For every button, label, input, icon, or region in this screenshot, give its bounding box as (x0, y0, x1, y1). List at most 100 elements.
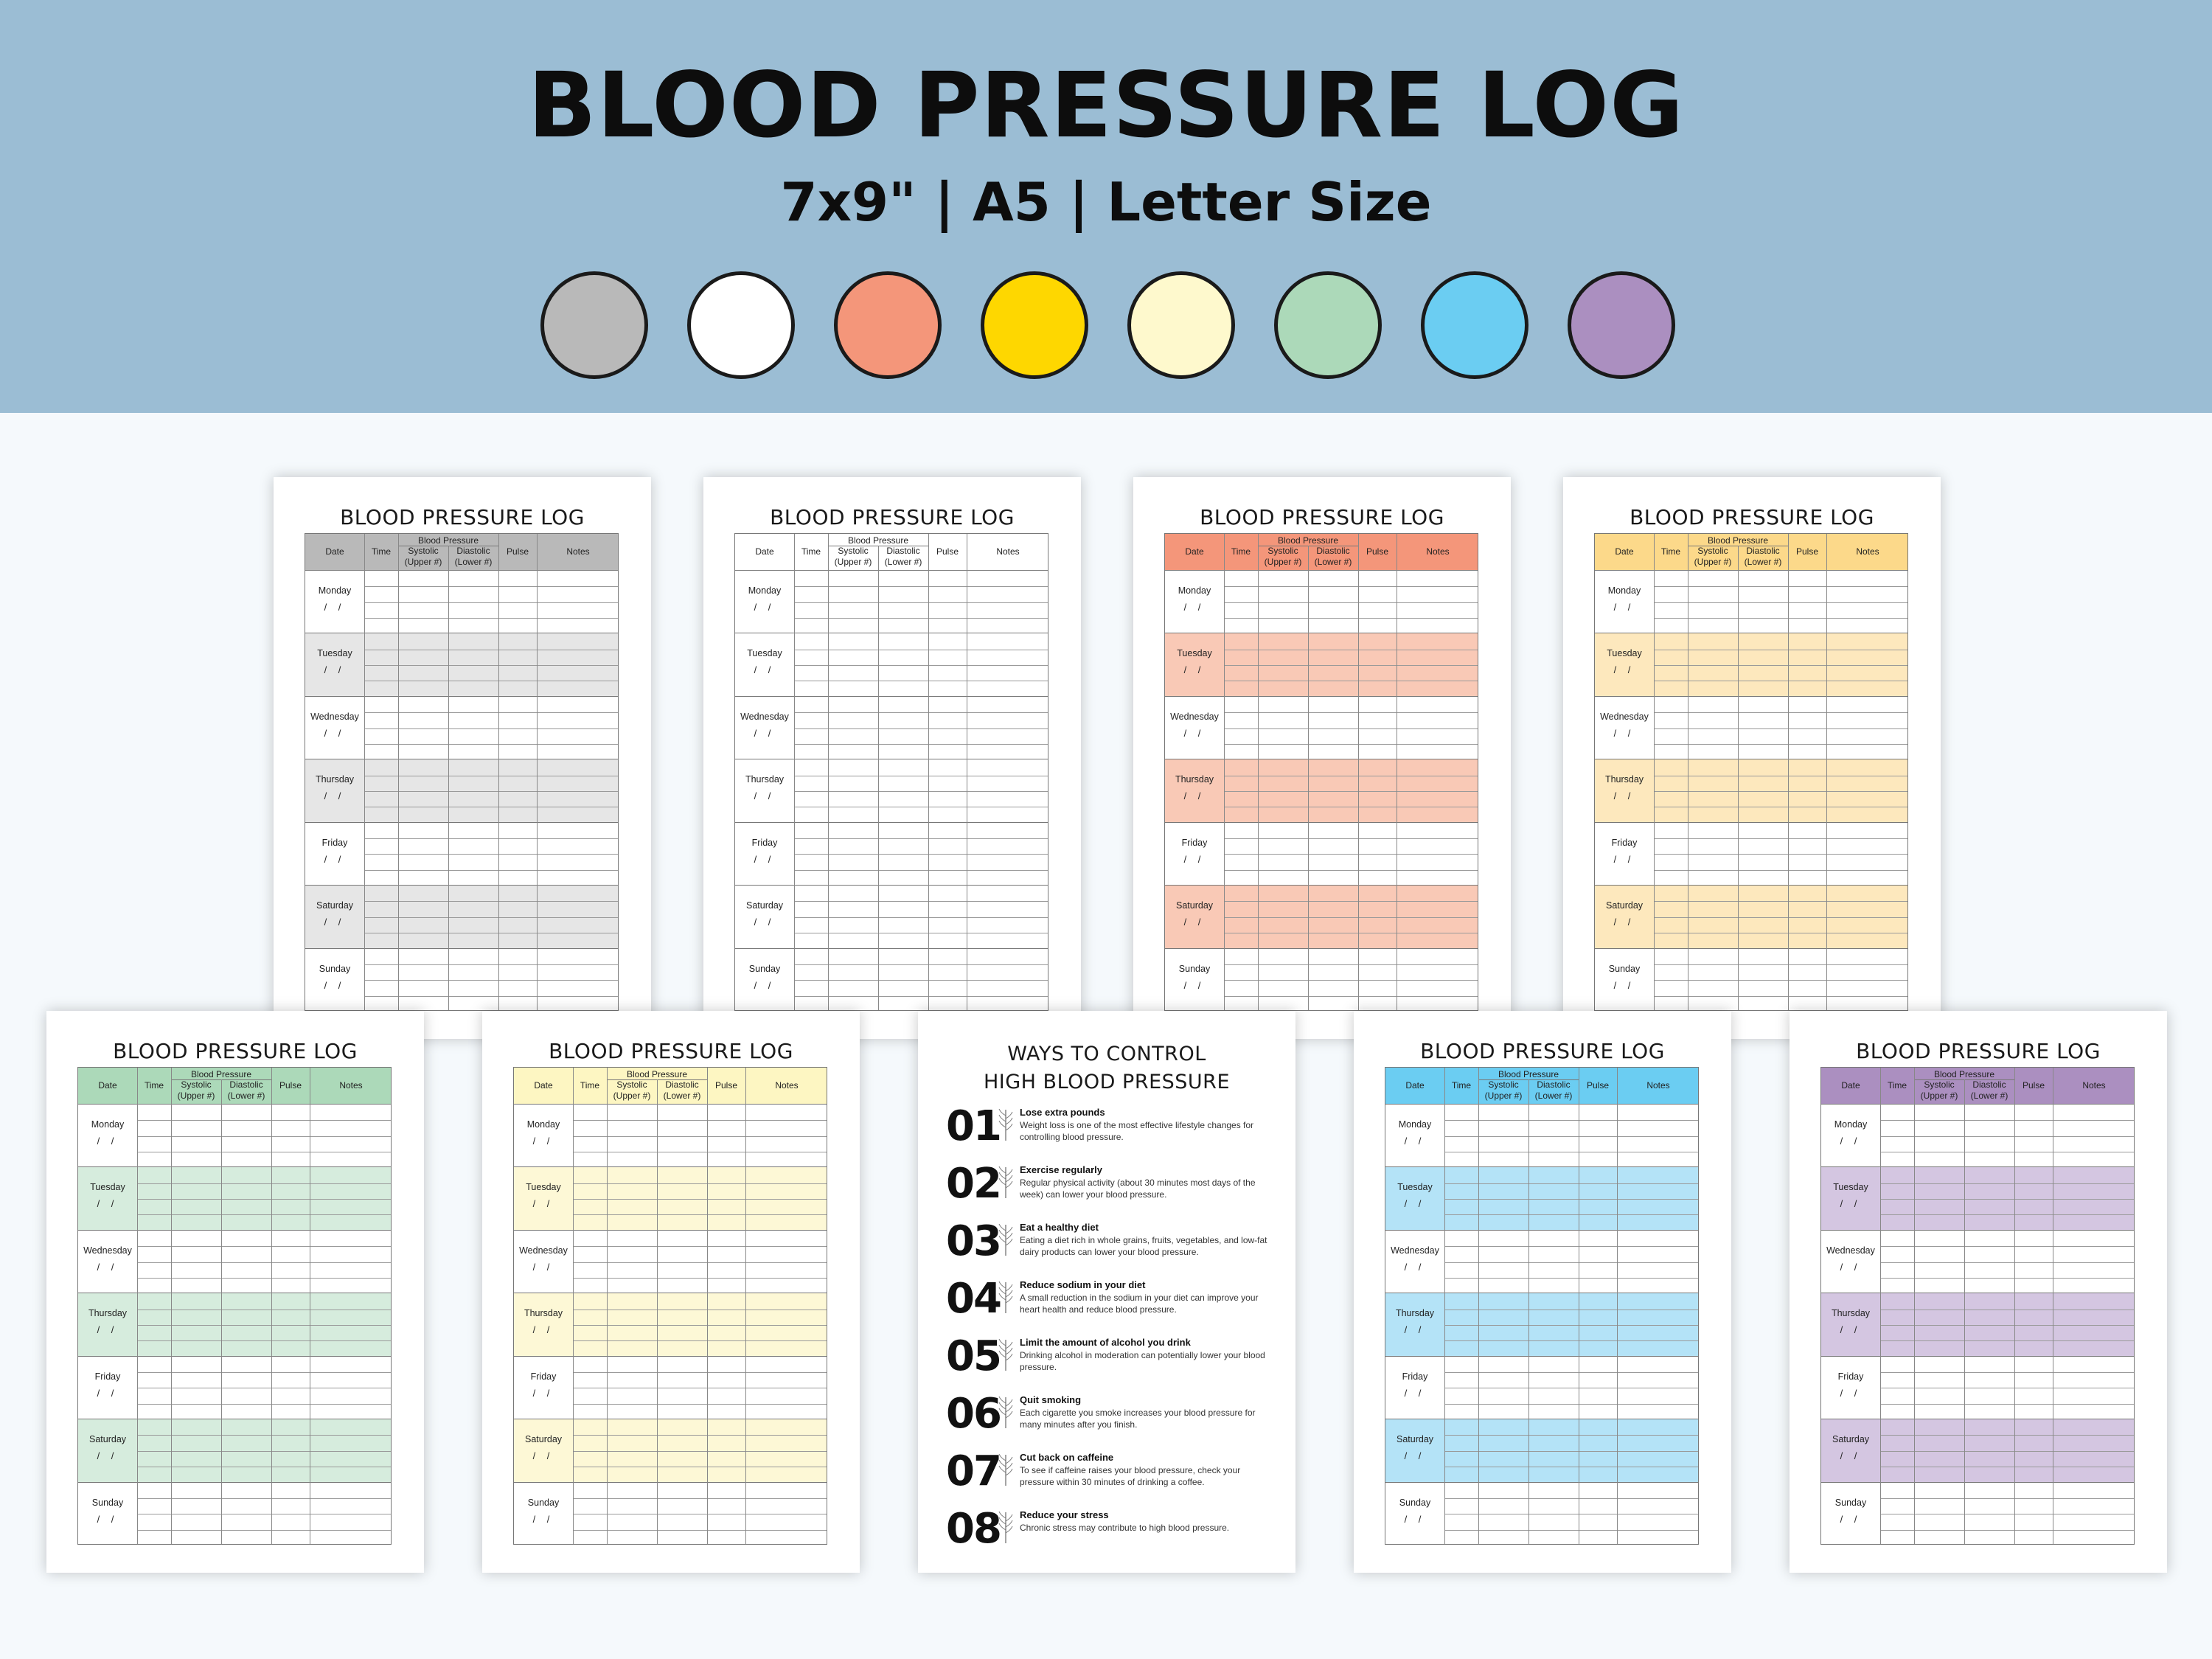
date-placeholder[interactable]: / / (1183, 727, 1206, 739)
date-placeholder[interactable]: / / (1840, 1387, 1862, 1399)
date-placeholder[interactable]: / / (1404, 1261, 1426, 1273)
tips-sheet: WAYS TO CONTROL HIGH BLOOD PRESSURE 01 Lose… (918, 1011, 1295, 1573)
date-placeholder[interactable]: / / (97, 1135, 119, 1147)
date-placeholder[interactable]: / / (1613, 602, 1635, 613)
date-placeholder[interactable]: / / (1613, 790, 1635, 802)
date-placeholder[interactable]: / / (324, 979, 346, 991)
entry-row-line (573, 1403, 827, 1405)
date-placeholder[interactable]: / / (1404, 1198, 1426, 1210)
color-swatch-7[interactable] (1421, 271, 1528, 379)
date-placeholder[interactable]: / / (1183, 917, 1206, 928)
color-swatch-4[interactable] (981, 271, 1088, 379)
date-placeholder[interactable]: / / (532, 1135, 554, 1147)
entry-row-line (137, 1246, 391, 1248)
date-placeholder[interactable]: / / (1840, 1198, 1862, 1210)
column-line (1788, 534, 1789, 1010)
date-placeholder[interactable]: / / (754, 917, 776, 928)
date-placeholder[interactable]: / / (1183, 853, 1206, 865)
date-placeholder[interactable]: / / (532, 1324, 554, 1336)
date-placeholder[interactable]: / / (1183, 664, 1206, 676)
date-placeholder[interactable]: / / (1840, 1324, 1862, 1336)
tip-body: Regular physical activity (about 30 minu… (1020, 1178, 1256, 1200)
log-sheet-green: BLOOD PRESSURE LOG Date Time Blood Pressure… (46, 1011, 424, 1573)
date-placeholder[interactable]: / / (754, 664, 776, 676)
color-swatch-1[interactable] (540, 271, 648, 379)
date-placeholder[interactable]: / / (1840, 1261, 1862, 1273)
date-placeholder[interactable]: / / (754, 790, 776, 802)
entry-row-line (137, 1120, 391, 1121)
date-placeholder[interactable]: / / (1840, 1135, 1862, 1147)
date-placeholder[interactable]: / / (532, 1513, 554, 1525)
col-pulse: Pulse (1366, 546, 1389, 557)
date-placeholder[interactable]: / / (1404, 1387, 1426, 1399)
date-placeholder[interactable]: / / (1613, 727, 1635, 739)
date-placeholder[interactable]: / / (1404, 1450, 1426, 1462)
entry-row-line (137, 1214, 391, 1216)
date-placeholder[interactable]: / / (754, 853, 776, 865)
entry-row-line (1444, 1324, 1698, 1326)
day-label: Tuesday (747, 648, 782, 659)
entry-row-line (1444, 1435, 1698, 1436)
entry-row-line (137, 1183, 391, 1184)
col-time: Time (1887, 1080, 1907, 1091)
date-placeholder[interactable]: / / (97, 1387, 119, 1399)
date-placeholder[interactable]: / / (1183, 979, 1206, 991)
date-placeholder[interactable]: / / (532, 1450, 554, 1462)
date-placeholder[interactable]: / / (1404, 1513, 1426, 1525)
color-swatch-2[interactable] (687, 271, 795, 379)
date-placeholder[interactable]: / / (532, 1261, 554, 1273)
color-swatch-3[interactable] (834, 271, 942, 379)
date-placeholder[interactable]: / / (324, 664, 346, 676)
col-systolic: Systolic (1924, 1079, 1955, 1090)
day-label: Wednesday (519, 1245, 568, 1256)
entry-row-line (1880, 1199, 2134, 1200)
leaf-icon (998, 1107, 1014, 1142)
date-placeholder[interactable]: / / (1840, 1450, 1862, 1462)
date-placeholder[interactable]: / / (532, 1387, 554, 1399)
color-swatch-6[interactable] (1274, 271, 1382, 379)
date-placeholder[interactable]: / / (1613, 664, 1635, 676)
date-placeholder[interactable]: / / (1183, 790, 1206, 802)
date-placeholder[interactable]: / / (532, 1198, 554, 1210)
date-placeholder[interactable]: / / (754, 979, 776, 991)
banner-subtitle: 7x9" | A5 | Letter Size (780, 171, 1432, 233)
date-placeholder[interactable]: / / (1404, 1135, 1426, 1147)
date-placeholder[interactable]: / / (97, 1450, 119, 1462)
date-placeholder[interactable]: / / (1404, 1324, 1426, 1336)
date-placeholder[interactable]: / / (1613, 979, 1635, 991)
date-placeholder[interactable]: / / (324, 853, 346, 865)
date-placeholder[interactable]: / / (1840, 1513, 1862, 1525)
entry-row-line (1880, 1120, 2134, 1121)
date-placeholder[interactable]: / / (1613, 917, 1635, 928)
entry-row-line (1444, 1277, 1698, 1279)
date-placeholder[interactable]: / / (754, 727, 776, 739)
date-placeholder[interactable]: / / (97, 1261, 119, 1273)
col-systolic-sub: (Upper #) (177, 1091, 215, 1101)
date-placeholder[interactable]: / / (324, 917, 346, 928)
entry-row-line (1654, 838, 1907, 840)
date-placeholder[interactable]: / / (324, 602, 346, 613)
day-label: Saturday (316, 900, 354, 911)
day-label: Thursday (1395, 1308, 1435, 1319)
date-placeholder[interactable]: / / (1183, 602, 1206, 613)
date-placeholder[interactable]: / / (324, 727, 346, 739)
entry-row-line (794, 995, 1048, 997)
entry-row-line (1444, 1214, 1698, 1216)
date-placeholder[interactable]: / / (754, 602, 776, 613)
col-systolic: Systolic (1488, 1079, 1519, 1090)
sheet-title: BLOOD PRESSURE LOG (1200, 505, 1444, 529)
date-placeholder[interactable]: / / (324, 790, 346, 802)
column-line (398, 534, 399, 1010)
date-placeholder[interactable]: / / (97, 1198, 119, 1210)
col-systolic-sub: (Upper #) (613, 1091, 651, 1101)
color-swatch-5[interactable] (1127, 271, 1235, 379)
day-block: Wednesday / / (514, 1231, 827, 1294)
log-sheet-cream: BLOOD PRESSURE LOG Date Time Blood Pressure… (482, 1011, 860, 1573)
color-swatch-8[interactable] (1568, 271, 1675, 379)
date-placeholder[interactable]: / / (97, 1324, 119, 1336)
date-placeholder[interactable]: / / (1613, 853, 1635, 865)
entry-row-line (794, 665, 1048, 667)
sheet-title: BLOOD PRESSURE LOG (340, 505, 585, 529)
date-placeholder[interactable]: / / (97, 1513, 119, 1525)
entry-row-line (137, 1199, 391, 1200)
